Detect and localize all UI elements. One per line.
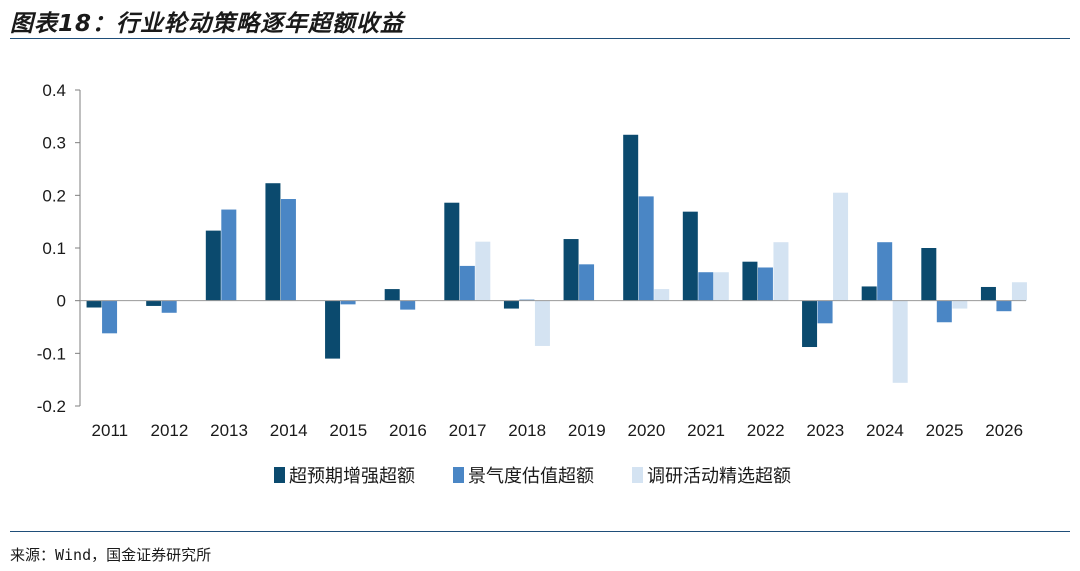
bar-2012-s2 (161, 300, 177, 313)
x-tick-label: 2023 (806, 421, 844, 440)
bar-2022-s1 (742, 261, 758, 301)
bar-2024-s3 (892, 300, 908, 383)
bar-2026-s2 (996, 300, 1012, 312)
bar-2023-s2 (817, 300, 833, 324)
bar-2021-s2 (698, 272, 714, 301)
x-tick-label: 2014 (270, 421, 308, 440)
y-tick-label: -0.2 (37, 397, 66, 416)
bar-2020-s3 (654, 289, 670, 301)
bar-2022-s2 (757, 267, 773, 301)
bar-2011-s2 (102, 300, 118, 334)
bar-2019-s2 (579, 264, 595, 301)
bar-2018-s3 (534, 300, 550, 346)
bar-2012-s1 (146, 300, 162, 306)
bar-2016-s1 (384, 289, 400, 301)
bar-2011-s1 (86, 300, 102, 308)
y-tick-label: 0.1 (42, 239, 66, 258)
source-note: 来源：Wind，国金证券研究所 (10, 546, 212, 564)
legend-label-2: 景气度估值超额 (468, 466, 594, 486)
bar-2020-s1 (623, 134, 639, 301)
bar-2021-s1 (682, 211, 698, 301)
bar-2013-s2 (221, 209, 237, 301)
x-tick-label: 2011 (92, 421, 129, 440)
bar-2026-s1 (980, 286, 996, 301)
x-tick-label: 2018 (508, 421, 546, 440)
bottom-rule (10, 531, 1070, 532)
bar-2025-s2 (936, 300, 952, 323)
legend-swatch-3 (632, 467, 643, 483)
legend-label-3: 调研活动精选超额 (647, 466, 791, 486)
x-tick-label: 2017 (449, 421, 487, 440)
bar-chart: 0.4 0.3 0.2 0.1 0 -0.1 -0.2 2011 2012 2013 2014 201… (37, 81, 1027, 486)
bar-2019-s1 (563, 239, 579, 301)
bar-2017-s2 (459, 265, 475, 301)
y-tick-label: 0.4 (42, 81, 66, 100)
bar-2025-s3 (952, 300, 968, 309)
y-tick-label: 0.2 (42, 186, 66, 205)
x-tick-label: 2026 (985, 421, 1023, 440)
bar-2017-s1 (444, 202, 460, 301)
bar-2016-s2 (400, 300, 416, 310)
legend-swatch-1 (274, 467, 285, 483)
legend-label-1: 超预期增强超额 (289, 466, 415, 486)
bar-2013-s1 (205, 230, 221, 301)
bar-2020-s2 (638, 196, 654, 301)
top-rule (10, 38, 1070, 39)
x-tick-label: 2016 (389, 421, 427, 440)
x-tick-label: 2024 (866, 421, 904, 440)
bar-2017-s3 (475, 241, 491, 301)
bar-2015-s1 (325, 300, 341, 359)
x-tick-label: 2012 (151, 421, 189, 440)
bar-2021-s3 (713, 272, 729, 301)
x-tick-label: 2019 (568, 421, 606, 440)
x-tick-label: 2013 (210, 421, 248, 440)
bar-2022-s3 (773, 242, 789, 301)
x-tick-label: 2022 (747, 421, 785, 440)
x-tick-label: 2025 (926, 421, 964, 440)
bar-2023-s1 (802, 300, 818, 348)
bar-2026-s3 (1011, 282, 1027, 301)
bar-2018-s1 (503, 300, 519, 309)
bar-2023-s3 (833, 192, 849, 301)
bar-2014-s2 (280, 199, 296, 301)
y-tick-label: 0 (57, 292, 66, 311)
y-tick-label: 0.3 (42, 134, 66, 153)
bar-2015-s2 (340, 300, 356, 305)
x-tick-label: 2020 (628, 421, 666, 440)
x-tick-label: 2015 (329, 421, 367, 440)
figure-title: 图表18：行业轮动策略逐年超额收益 (10, 11, 405, 37)
y-tick-label: -0.1 (37, 344, 66, 363)
legend-swatch-2 (453, 467, 464, 483)
bar-2024-s2 (877, 242, 893, 301)
bar-2025-s1 (921, 248, 937, 301)
bar-2014-s1 (265, 183, 281, 301)
x-tick-label: 2021 (687, 421, 725, 440)
bar-2024-s1 (861, 286, 877, 301)
bar-2018-s2 (519, 299, 535, 301)
